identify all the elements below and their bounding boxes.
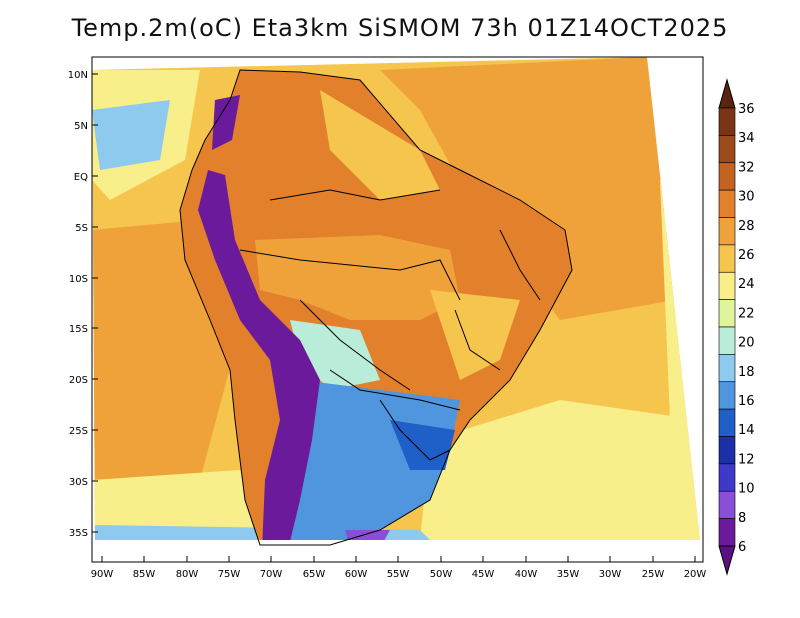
lat-label: 30S xyxy=(69,477,88,488)
south-brazil-cold-field xyxy=(390,420,455,470)
colorbar-label: 26 xyxy=(738,248,755,263)
lon-label: 90W xyxy=(91,569,114,580)
central-brazil-field xyxy=(255,235,460,320)
colorbar-swatch xyxy=(718,244,736,273)
lat-label: 5N xyxy=(74,121,88,132)
colorbar-swatch xyxy=(718,326,736,355)
colorbar-swatch xyxy=(718,463,736,492)
colorbar-swatch xyxy=(718,217,736,246)
colorbar-label: 10 xyxy=(738,482,755,497)
ocean-warm-field-east xyxy=(380,57,675,320)
map-title: Temp.2m(oC) Eta3km SiSMOM 73h 01Z14OCT20… xyxy=(71,14,729,42)
lat-label: 25S xyxy=(69,426,88,437)
colorbar-label: 6 xyxy=(738,540,746,555)
colorbar-swatch xyxy=(718,189,736,218)
colorbar-label: 32 xyxy=(738,160,755,175)
colorbar-swatch xyxy=(718,436,736,465)
lon-label: 35W xyxy=(557,569,580,580)
colorbar-label: 36 xyxy=(738,102,755,117)
lon-label: 50W xyxy=(430,569,453,580)
colorbar-label: 12 xyxy=(738,452,755,467)
continent-outline xyxy=(179,69,573,546)
border-amazon xyxy=(239,249,461,301)
lon-label: 30W xyxy=(599,569,622,580)
andes-cold-ridge xyxy=(198,170,320,540)
ocean-cool-field-sw xyxy=(92,470,270,540)
colorbar-bottom-arrow xyxy=(718,545,736,576)
border-paraguay xyxy=(329,369,461,411)
political-borders xyxy=(179,69,573,546)
border-southeast xyxy=(454,309,501,371)
colorbar-swatch xyxy=(718,135,736,164)
northern-andes-ridge xyxy=(212,95,240,150)
lon-label: 85W xyxy=(133,569,156,580)
border-bolivia xyxy=(299,299,411,391)
colorbar-label: 18 xyxy=(738,365,755,380)
patagonia-cold-field xyxy=(345,530,390,540)
lon-label: 40W xyxy=(515,569,538,580)
lat-label: 10S xyxy=(69,274,88,285)
lon-label: 60W xyxy=(345,569,368,580)
map-domain xyxy=(92,57,700,540)
colorbar-label: 8 xyxy=(738,511,746,526)
colorbar-label: 24 xyxy=(738,277,755,292)
colorbar-swatch xyxy=(718,354,736,383)
lon-label: 55W xyxy=(387,569,410,580)
colorbar-swatch xyxy=(718,162,736,191)
ocean-cool-field-se xyxy=(420,400,700,540)
ocean-coldwater-field-nw xyxy=(92,100,170,170)
lon-label: 65W xyxy=(303,569,326,580)
lon-label: 80W xyxy=(176,569,199,580)
border-north xyxy=(269,189,441,201)
colorbar-swatch xyxy=(718,271,736,300)
colorbar-label: 14 xyxy=(738,423,755,438)
lon-label: 25W xyxy=(642,569,665,580)
lon-label: 45W xyxy=(472,569,495,580)
border-northeast xyxy=(499,229,541,301)
colorbar-label: 22 xyxy=(738,306,755,321)
southern-cool-field xyxy=(270,380,460,540)
border-south-brazil xyxy=(379,399,451,461)
colorbar: 36 34 32 30 28 26 24 22 20 18 16 14 12 10 8 6 xyxy=(718,78,755,576)
colorbar-label: 34 xyxy=(738,131,755,146)
lon-label: 20W xyxy=(684,569,707,580)
lon-label: 70W xyxy=(260,569,283,580)
colorbar-label: 30 xyxy=(738,190,755,205)
colorbar-swatch xyxy=(718,490,736,519)
lat-label: EQ xyxy=(74,172,88,183)
colorbar-label: 20 xyxy=(738,336,755,351)
colorbar-top-arrow xyxy=(718,78,736,109)
lon-label: 75W xyxy=(218,569,241,580)
guiana-field xyxy=(320,90,440,200)
colorbar-swatch xyxy=(718,518,736,547)
colorbar-swatch xyxy=(718,299,736,328)
lat-label: 15S xyxy=(69,324,88,335)
southeast-brazil-field xyxy=(430,290,520,380)
lat-label: 5S xyxy=(75,223,88,234)
colorbar-swatch xyxy=(718,381,736,410)
latitude-axis: 10N 5N EQ 5S 10S 15S 20S 25S 30S 35S xyxy=(68,70,98,539)
lat-label: 10N xyxy=(68,70,88,81)
colorbar-label: 28 xyxy=(738,219,755,234)
lat-label: 35S xyxy=(69,528,88,539)
longitude-axis: 90W 85W 80W 75W 70W 65W 60W 55W 50W 45W … xyxy=(91,556,707,580)
colorbar-swatch xyxy=(718,408,736,437)
lat-label: 20S xyxy=(69,375,88,386)
colorbar-label: 16 xyxy=(738,394,755,409)
colorbar-swatch xyxy=(718,107,736,136)
